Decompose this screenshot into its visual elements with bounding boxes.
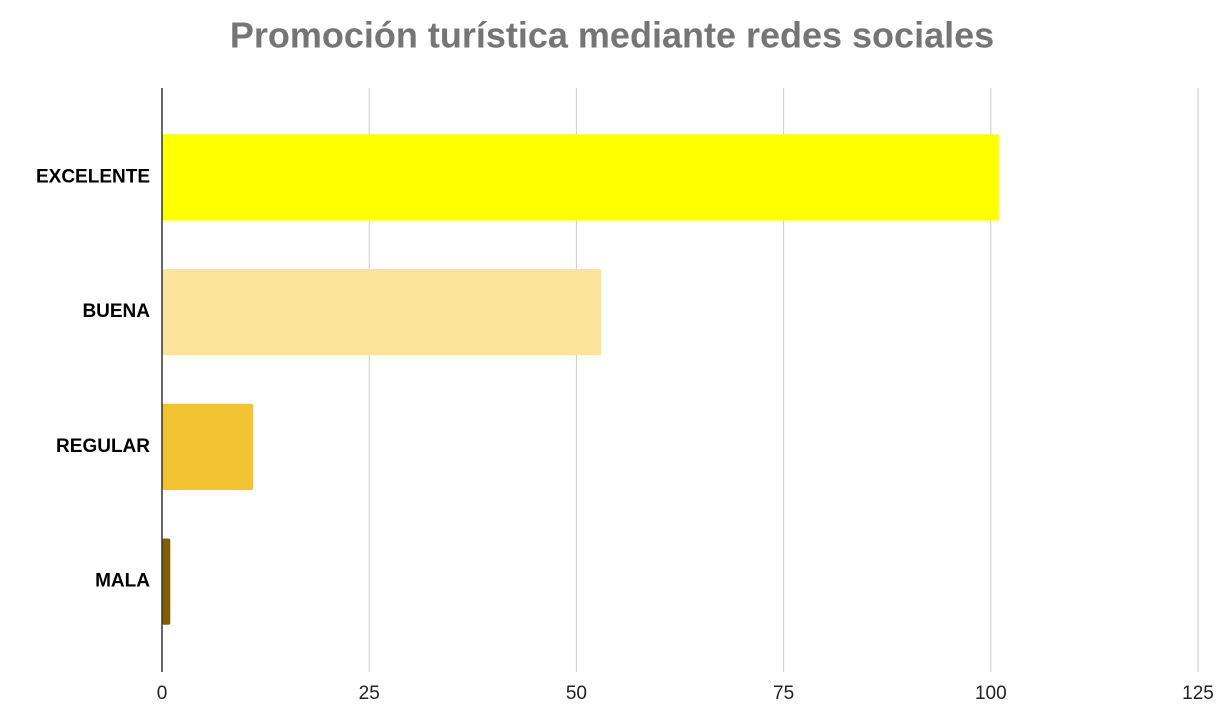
- x-tick-label: 125: [1182, 683, 1214, 704]
- bar: [162, 538, 171, 625]
- x-tick-label: 100: [975, 683, 1007, 704]
- x-tick-label: 0: [157, 683, 168, 704]
- y-tick-label: MALA: [95, 571, 150, 592]
- y-tick-label: REGULAR: [56, 436, 150, 457]
- x-tick-label: 75: [773, 683, 794, 704]
- bar: [162, 269, 602, 356]
- x-tick-label: 25: [359, 683, 380, 704]
- bar: [162, 134, 1000, 221]
- x-tick-label: 50: [566, 683, 587, 704]
- chart-title: Promoción turística mediante redes socia…: [230, 15, 994, 56]
- bar: [162, 403, 254, 490]
- y-tick-label: BUENA: [82, 301, 150, 322]
- y-tick-label: EXCELENTE: [36, 166, 150, 187]
